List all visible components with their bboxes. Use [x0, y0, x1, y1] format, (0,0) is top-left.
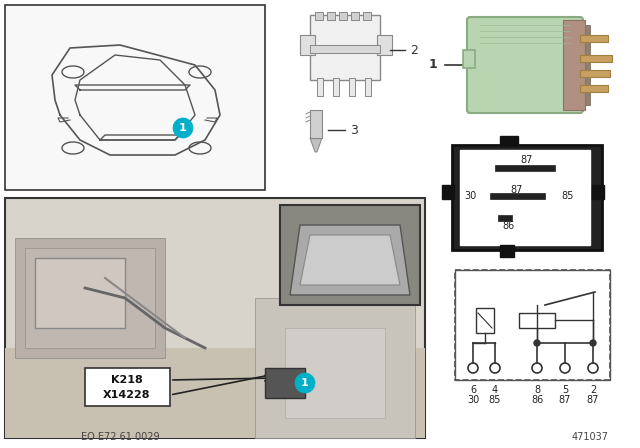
Bar: [5, 5, 265, 190]
Circle shape: [590, 340, 596, 346]
Bar: [495, 165, 555, 171]
Bar: [580, 55, 612, 62]
Text: 87: 87: [511, 185, 523, 195]
Bar: [300, 35, 315, 55]
Bar: [500, 136, 518, 146]
Text: 1: 1: [179, 123, 187, 133]
Bar: [5, 348, 425, 438]
Bar: [580, 85, 608, 92]
Bar: [442, 185, 454, 199]
Text: 1: 1: [428, 59, 437, 72]
Bar: [519, 313, 555, 328]
Polygon shape: [310, 138, 322, 152]
Bar: [25, 248, 155, 348]
Text: K218: K218: [111, 375, 143, 385]
Bar: [575, 25, 590, 105]
Bar: [563, 20, 585, 110]
Bar: [580, 35, 608, 42]
Text: 85: 85: [562, 191, 574, 201]
Text: 30: 30: [464, 191, 476, 201]
Bar: [310, 45, 380, 53]
Text: 3: 3: [350, 124, 358, 137]
Bar: [365, 78, 371, 96]
Bar: [255, 298, 415, 438]
Text: 6: 6: [470, 385, 476, 395]
Text: 1: 1: [301, 378, 309, 388]
Bar: [490, 193, 545, 199]
Circle shape: [173, 118, 193, 138]
Bar: [15, 238, 165, 358]
Text: 86: 86: [531, 395, 543, 405]
Text: 87: 87: [587, 395, 599, 405]
Bar: [285, 328, 385, 418]
Bar: [349, 78, 355, 96]
Circle shape: [532, 363, 542, 373]
Text: 4: 4: [492, 385, 498, 395]
Text: 87: 87: [521, 155, 533, 165]
Bar: [310, 15, 380, 80]
Bar: [455, 270, 610, 380]
Polygon shape: [300, 235, 400, 285]
Bar: [315, 12, 323, 20]
Bar: [351, 12, 359, 20]
Bar: [333, 78, 339, 96]
Bar: [5, 198, 425, 438]
Text: 2: 2: [410, 43, 418, 56]
Bar: [327, 12, 335, 20]
Polygon shape: [290, 225, 410, 295]
Bar: [592, 185, 604, 199]
Text: 86: 86: [502, 221, 515, 231]
Text: 8: 8: [534, 385, 540, 395]
Bar: [363, 12, 371, 20]
Text: X14228: X14228: [103, 390, 151, 400]
Text: 5: 5: [562, 385, 568, 395]
Text: 30: 30: [467, 395, 479, 405]
Bar: [452, 145, 602, 250]
Circle shape: [490, 363, 500, 373]
Text: 2: 2: [590, 385, 596, 395]
Bar: [476, 308, 494, 333]
Text: 87: 87: [559, 395, 571, 405]
Text: EO E72 61 0029: EO E72 61 0029: [81, 432, 159, 442]
Bar: [265, 368, 305, 398]
FancyBboxPatch shape: [467, 17, 583, 113]
Bar: [377, 35, 392, 55]
Bar: [463, 50, 475, 68]
Bar: [317, 78, 323, 96]
Circle shape: [295, 373, 315, 393]
Bar: [580, 70, 610, 77]
Bar: [455, 270, 610, 380]
Bar: [85, 368, 170, 406]
Text: 471037: 471037: [572, 432, 609, 442]
Circle shape: [468, 363, 478, 373]
Bar: [35, 258, 125, 328]
Bar: [498, 215, 512, 221]
Bar: [310, 110, 322, 138]
Bar: [339, 12, 347, 20]
Bar: [500, 245, 514, 257]
Circle shape: [534, 340, 540, 346]
Circle shape: [588, 363, 598, 373]
Bar: [460, 150, 590, 245]
Circle shape: [560, 363, 570, 373]
Bar: [280, 205, 420, 305]
Text: 85: 85: [489, 395, 501, 405]
